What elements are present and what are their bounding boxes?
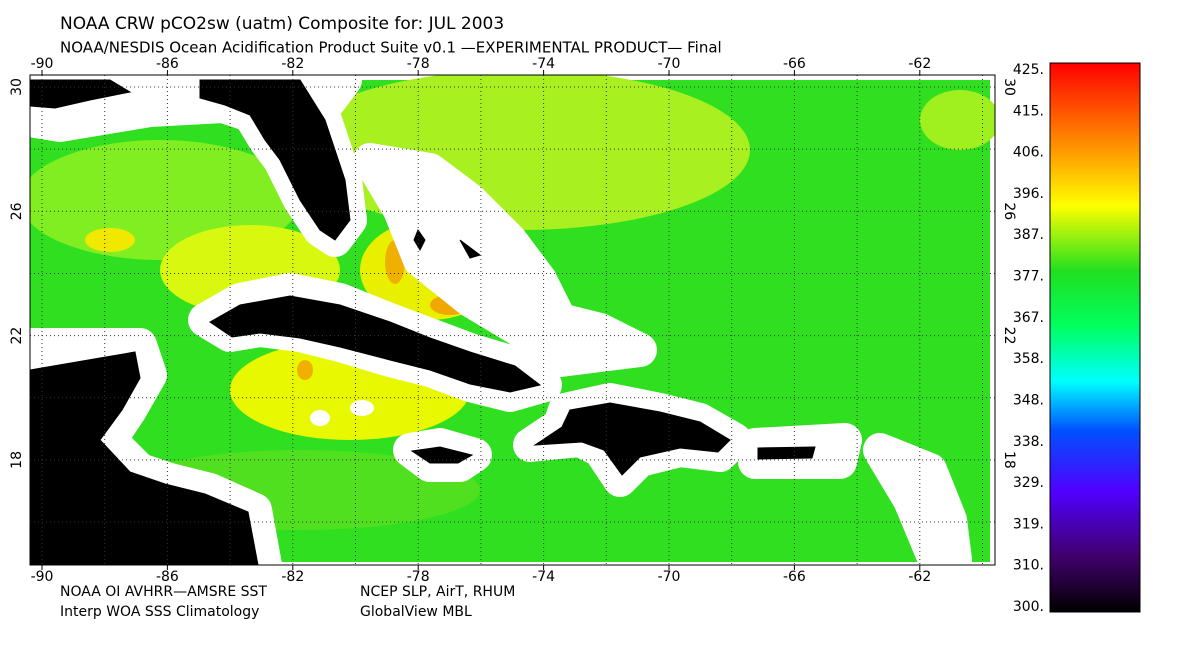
footer-text: GlobalView MBL	[360, 604, 472, 620]
land	[757, 446, 816, 460]
land	[30, 351, 259, 565]
lon-label: -62	[908, 569, 931, 585]
lon-label: -86	[156, 569, 179, 585]
colorbar-label: 367.	[1013, 310, 1044, 326]
footer-text: Interp WOA SSS Climatology	[60, 604, 259, 620]
lon-label: -74	[532, 56, 555, 72]
halo	[863, 433, 972, 565]
lat-label: 30	[9, 78, 25, 96]
colorbar-label: 319.	[1013, 516, 1044, 532]
map-field	[30, 75, 995, 565]
lat-label: 26	[9, 202, 25, 220]
colorbar-label: 338.	[1013, 434, 1044, 450]
lon-label: -78	[407, 569, 430, 585]
colorbar-label: 329.	[1013, 475, 1044, 491]
footer-text: NOAA OI AVHRR—AMSRE SST	[60, 584, 267, 600]
title: NOAA CRW pCO2sw (uatm) Composite for: JU…	[60, 14, 504, 34]
colorbar	[1049, 62, 1141, 613]
land	[199, 79, 351, 241]
lon-label: -78	[407, 56, 430, 72]
subtitle: NOAA/NESDIS Ocean Acidification Product …	[60, 39, 722, 57]
lat-label: 26	[1001, 202, 1017, 220]
colorbar-label: 425.	[1013, 62, 1044, 78]
field-patch	[85, 228, 135, 252]
colorbar-label: 348.	[1013, 392, 1044, 408]
lon-label: -90	[31, 56, 54, 72]
lon-label: -66	[783, 56, 806, 72]
lon-label: -70	[658, 569, 681, 585]
lon-label: -70	[658, 56, 681, 72]
land	[533, 402, 731, 476]
halo	[353, 143, 657, 377]
land	[413, 228, 426, 252]
halo	[310, 410, 330, 426]
colorbar-label: 377.	[1013, 269, 1044, 285]
lat-label: 18	[9, 451, 25, 469]
lon-label: -82	[281, 569, 304, 585]
lon-label: -74	[532, 569, 555, 585]
lat-label: 22	[9, 327, 25, 345]
lat-label: 18	[1001, 451, 1017, 469]
land	[410, 446, 474, 464]
map-frame	[29, 74, 996, 566]
field-patch	[297, 360, 313, 380]
colorbar-label: 415.	[1013, 103, 1044, 119]
lon-label: -62	[908, 56, 931, 72]
colorbar-label: 358.	[1013, 351, 1044, 367]
colorbar-label: 396.	[1013, 186, 1044, 202]
land	[459, 239, 482, 259]
graticule	[30, 75, 995, 565]
colorbar-label: 387.	[1013, 227, 1044, 243]
colorbar-label: 300.	[1013, 599, 1044, 615]
lat-label: 22	[1001, 327, 1017, 345]
halo	[350, 400, 374, 416]
lon-label: -66	[783, 569, 806, 585]
lon-label: -82	[281, 56, 304, 72]
colorbar-label: 406.	[1013, 145, 1044, 161]
field-patch	[920, 90, 995, 150]
lon-label: -86	[156, 56, 179, 72]
lon-label: -90	[31, 569, 54, 585]
lat-label: 30	[1001, 78, 1017, 96]
footer-text: NCEP SLP, AirT, RHUM	[360, 584, 515, 600]
colorbar-label: 310.	[1013, 558, 1044, 574]
